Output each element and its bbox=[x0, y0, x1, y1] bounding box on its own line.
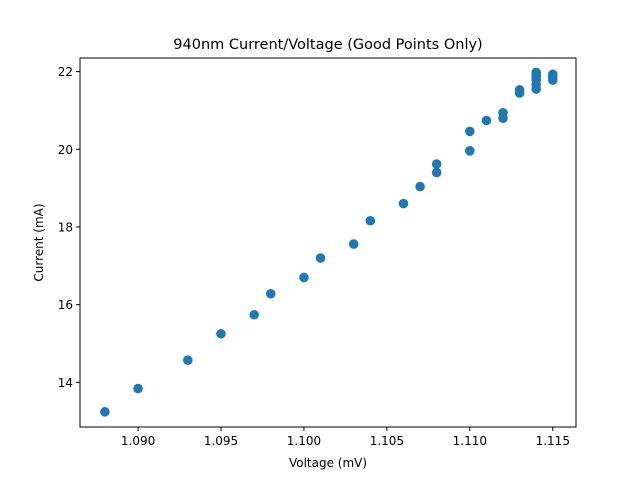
data-point bbox=[415, 181, 425, 192]
data-point bbox=[365, 215, 376, 226]
y-tick-label: 20 bbox=[58, 143, 73, 157]
y-tick-label: 22 bbox=[58, 65, 73, 79]
data-point bbox=[547, 69, 558, 80]
chart-title: 940nm Current/Voltage (Good Points Only) bbox=[173, 37, 482, 53]
y-tick-label: 18 bbox=[58, 220, 73, 234]
data-point bbox=[100, 407, 110, 417]
x-tick-label: 1.110 bbox=[453, 434, 487, 448]
x-tick-label: 1.105 bbox=[370, 434, 404, 448]
x-tick-label: 1.115 bbox=[536, 434, 570, 448]
data-point bbox=[514, 85, 525, 95]
data-point bbox=[249, 309, 259, 320]
data-point bbox=[183, 355, 193, 365]
data-point bbox=[216, 328, 226, 339]
x-tick-label: 1.090 bbox=[121, 434, 155, 448]
y-tick-label: 14 bbox=[58, 376, 73, 390]
y-tick-label: 16 bbox=[58, 298, 73, 312]
data-point bbox=[398, 198, 409, 209]
data-point bbox=[133, 383, 143, 394]
data-point bbox=[431, 159, 442, 169]
x-tick-label: 1.095 bbox=[204, 434, 238, 448]
points-layer bbox=[100, 67, 558, 417]
data-point bbox=[481, 115, 492, 126]
data-point bbox=[315, 253, 326, 263]
data-point bbox=[498, 107, 508, 118]
x-tick-label: 1.100 bbox=[287, 434, 321, 448]
y-axis-label: Current (mA) bbox=[32, 203, 46, 281]
x-axis-label: Voltage (mV) bbox=[289, 456, 367, 470]
data-point bbox=[465, 146, 475, 156]
data-point bbox=[531, 67, 541, 78]
data-point bbox=[348, 239, 359, 249]
plot-frame bbox=[79, 57, 577, 428]
y-axis: 14 16 18 20 22 bbox=[58, 65, 80, 390]
x-axis: 1.090 1.095 1.100 1.105 1.110 1.115 bbox=[121, 427, 570, 448]
data-point bbox=[265, 288, 276, 299]
data-point bbox=[465, 126, 475, 137]
data-point bbox=[299, 272, 309, 283]
data-point bbox=[431, 167, 442, 178]
